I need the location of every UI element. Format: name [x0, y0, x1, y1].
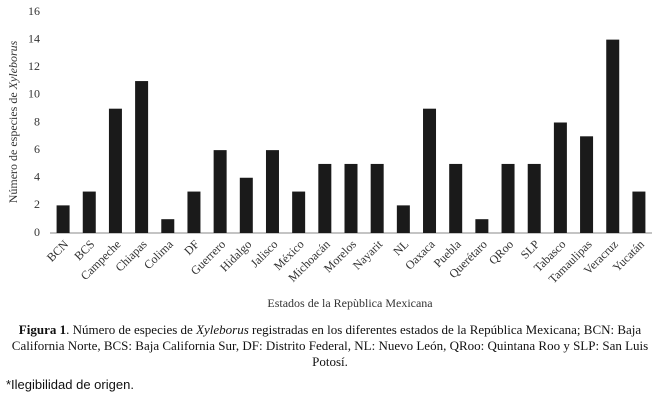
bar	[318, 163, 332, 233]
y-tick-label: 6	[34, 142, 40, 156]
y-tick-label: 2	[34, 197, 40, 211]
note: *Ilegibilidad de origen.	[6, 377, 134, 392]
bar	[239, 177, 253, 233]
bar	[527, 163, 541, 233]
x-tick-label: QRoo	[486, 237, 516, 267]
y-tick-label: 8	[34, 114, 40, 128]
bar	[580, 136, 594, 233]
x-axis-label: Estados de la Repùblica Mexicana	[267, 296, 433, 310]
x-tick-label: NL	[390, 237, 411, 258]
y-tick-label: 4	[34, 170, 40, 184]
bar	[475, 219, 489, 233]
y-tick-label: 16	[28, 4, 40, 18]
bar	[161, 219, 175, 233]
caption-label: Figura 1	[18, 322, 67, 337]
y-axis-label: Número de especies de Xyleborus	[6, 40, 20, 203]
y-tick-label: 12	[28, 59, 40, 73]
x-tick-label: DF	[181, 237, 202, 258]
bar	[82, 191, 96, 233]
x-tick-label: Nayarit	[350, 237, 386, 273]
y-label-italic: Xyleborus	[6, 40, 20, 90]
x-tick-label: BCN	[44, 237, 72, 265]
chart: Número de especies de Xyleborus Estados …	[6, 4, 652, 310]
bar	[344, 163, 358, 233]
bar	[187, 191, 201, 233]
x-tick-label: Oaxaca	[402, 237, 438, 273]
caption-text: . Número de especies de	[66, 322, 197, 337]
bar	[606, 39, 620, 233]
bar	[423, 108, 437, 233]
bar	[449, 163, 463, 233]
bar	[501, 163, 515, 233]
y-tick-label: 14	[28, 31, 40, 45]
caption: Figura 1. Número de especies de Xyleboru…	[10, 322, 650, 370]
y-label-text: Número de especies de	[6, 89, 20, 203]
bar	[553, 122, 567, 233]
bar	[292, 191, 306, 233]
bar	[213, 150, 227, 233]
bar	[56, 205, 70, 233]
bar	[135, 81, 149, 233]
bar	[632, 191, 646, 233]
bar	[265, 150, 279, 233]
caption-italic: Xyleborus	[196, 322, 249, 337]
caption-text: registradas en los diferentes estados de…	[11, 322, 649, 369]
bar	[396, 205, 410, 233]
bar	[108, 108, 122, 233]
x-tick-label: Colima	[141, 237, 176, 272]
bar	[370, 163, 384, 233]
y-tick-label: 10	[28, 87, 40, 101]
y-tick-label: 0	[34, 225, 40, 239]
